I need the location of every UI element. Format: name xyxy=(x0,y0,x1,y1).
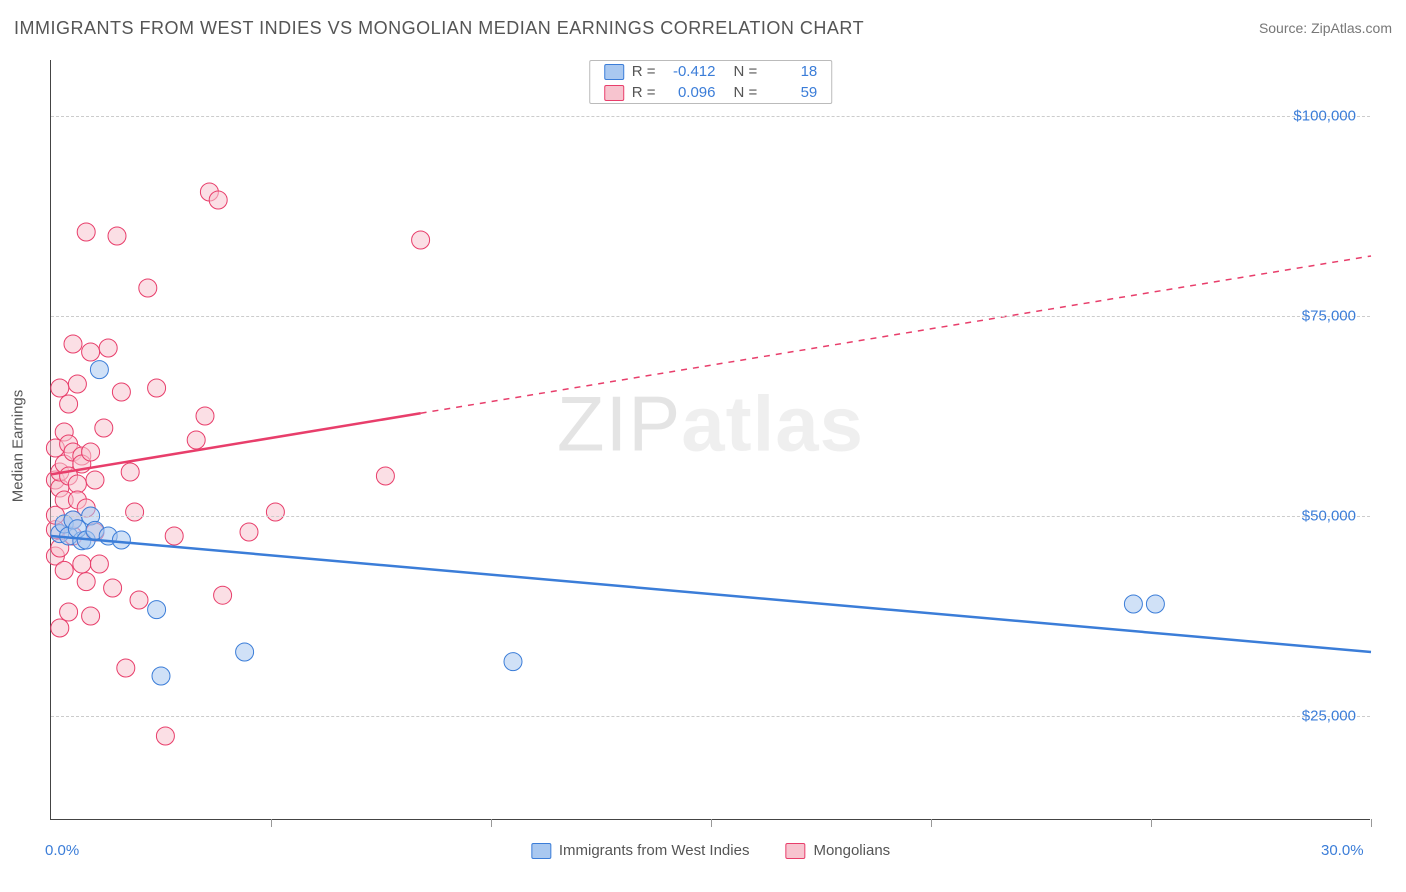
data-point xyxy=(126,503,144,521)
plot-area: ZIPatlas R = -0.412 N = 18 R = 0.096 N =… xyxy=(50,60,1370,820)
data-point xyxy=(236,643,254,661)
gridline-h xyxy=(51,116,1370,117)
data-point xyxy=(156,727,174,745)
n-value-b: 59 xyxy=(765,84,817,101)
data-point xyxy=(121,463,139,481)
data-point xyxy=(77,573,95,591)
gridline-h xyxy=(51,716,1370,717)
data-point xyxy=(51,379,69,397)
y-tick-label: $100,000 xyxy=(1293,108,1356,125)
x-minor-tick xyxy=(491,819,492,827)
data-point xyxy=(112,383,130,401)
gridline-h xyxy=(51,316,1370,317)
data-point xyxy=(86,471,104,489)
y-tick-label: $50,000 xyxy=(1302,508,1356,525)
data-point xyxy=(187,431,205,449)
data-point xyxy=(68,475,86,493)
swatch-a xyxy=(604,64,624,80)
data-point xyxy=(90,361,108,379)
data-point xyxy=(90,555,108,573)
y-tick-label: $25,000 xyxy=(1302,708,1356,725)
data-point xyxy=(148,601,166,619)
chart-title: IMMIGRANTS FROM WEST INDIES VS MONGOLIAN… xyxy=(14,18,864,39)
data-point xyxy=(95,419,113,437)
legend-item-b: Mongolians xyxy=(785,842,890,859)
data-point xyxy=(68,375,86,393)
x-tick-label: 0.0% xyxy=(45,842,79,859)
y-tick-label: $75,000 xyxy=(1302,308,1356,325)
data-point xyxy=(104,579,122,597)
data-point xyxy=(504,653,522,671)
swatch-b-bottom xyxy=(785,843,805,859)
data-point xyxy=(112,531,130,549)
data-point xyxy=(55,561,73,579)
x-tick-label: 30.0% xyxy=(1321,842,1364,859)
trend-line-extrapolated xyxy=(421,256,1371,413)
data-point xyxy=(1124,595,1142,613)
series-b-label: Mongolians xyxy=(813,842,890,859)
source-label: Source: ZipAtlas.com xyxy=(1259,20,1392,36)
x-minor-tick xyxy=(1371,819,1372,827)
data-point xyxy=(214,586,232,604)
data-point xyxy=(412,231,430,249)
data-point xyxy=(152,667,170,685)
data-point xyxy=(99,339,117,357)
data-point xyxy=(82,343,100,361)
swatch-a-bottom xyxy=(531,843,551,859)
plot-svg xyxy=(51,60,1370,819)
legend-row-b: R = 0.096 N = 59 xyxy=(590,82,832,103)
trend-line xyxy=(51,536,1371,652)
data-point xyxy=(64,335,82,353)
data-point xyxy=(51,619,69,637)
data-point xyxy=(148,379,166,397)
data-point xyxy=(82,607,100,625)
x-minor-tick xyxy=(931,819,932,827)
legend-row-a: R = -0.412 N = 18 xyxy=(590,61,832,82)
r-value-b: 0.096 xyxy=(664,84,716,101)
n-value-a: 18 xyxy=(765,63,817,80)
correlation-legend: R = -0.412 N = 18 R = 0.096 N = 59 xyxy=(589,60,833,104)
data-point xyxy=(209,191,227,209)
data-point xyxy=(77,223,95,241)
series-legend: Immigrants from West Indies Mongolians xyxy=(531,842,890,859)
y-axis-label: Median Earnings xyxy=(10,390,27,503)
data-point xyxy=(240,523,258,541)
data-point xyxy=(139,279,157,297)
data-point xyxy=(165,527,183,545)
legend-item-a: Immigrants from West Indies xyxy=(531,842,750,859)
data-point xyxy=(82,443,100,461)
x-minor-tick xyxy=(1151,819,1152,827)
r-value-a: -0.412 xyxy=(664,63,716,80)
data-point xyxy=(376,467,394,485)
data-point xyxy=(1146,595,1164,613)
data-point xyxy=(108,227,126,245)
x-minor-tick xyxy=(271,819,272,827)
data-point xyxy=(73,555,91,573)
data-point xyxy=(60,395,78,413)
data-point xyxy=(60,603,78,621)
title-bar: IMMIGRANTS FROM WEST INDIES VS MONGOLIAN… xyxy=(14,14,1392,42)
data-point xyxy=(130,591,148,609)
gridline-h xyxy=(51,516,1370,517)
swatch-b xyxy=(604,85,624,101)
x-minor-tick xyxy=(711,819,712,827)
data-point xyxy=(196,407,214,425)
series-a-label: Immigrants from West Indies xyxy=(559,842,750,859)
data-point xyxy=(117,659,135,677)
data-point xyxy=(266,503,284,521)
